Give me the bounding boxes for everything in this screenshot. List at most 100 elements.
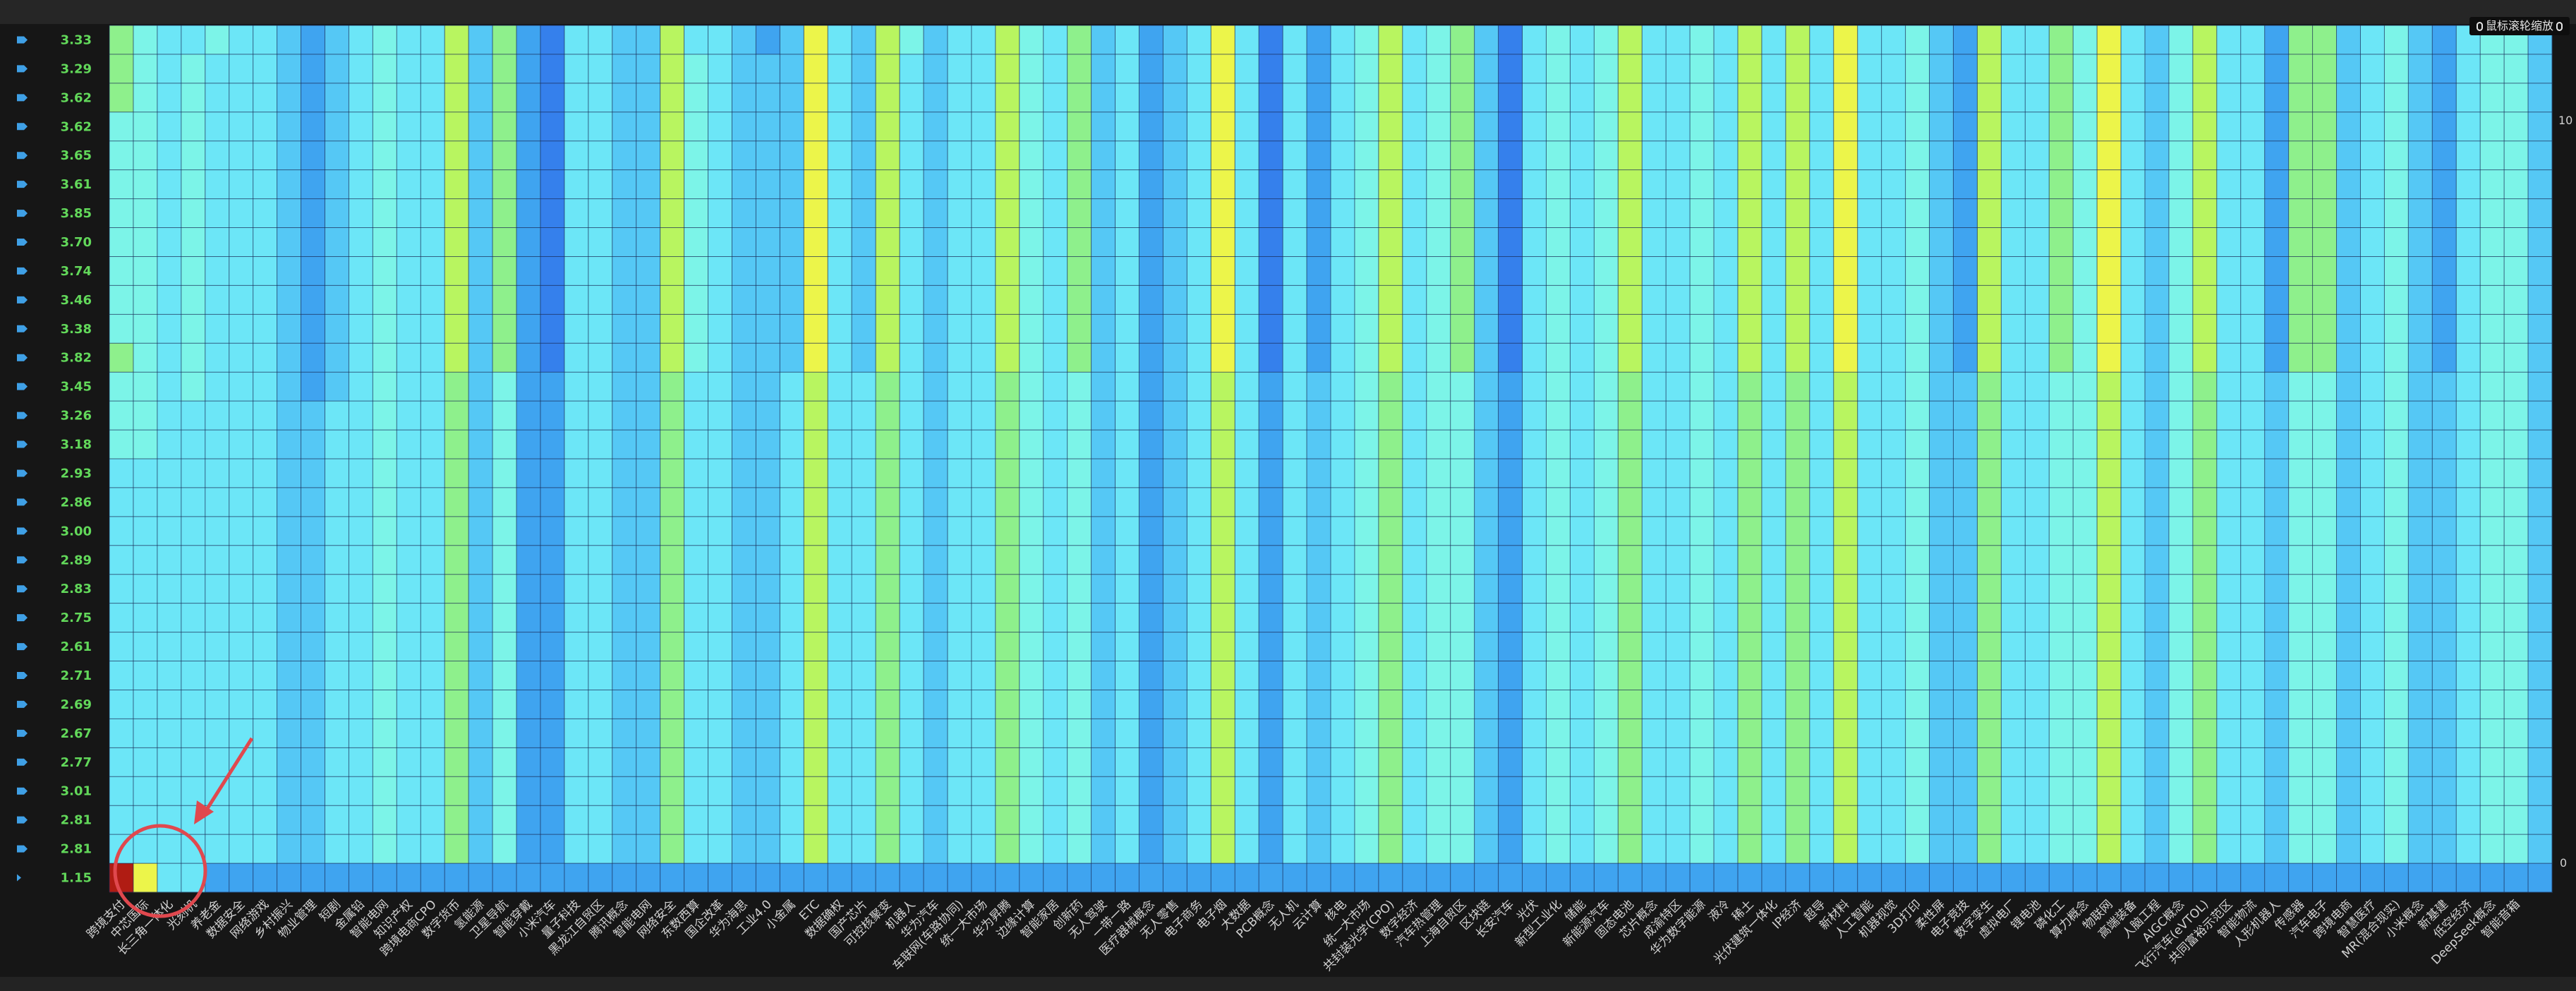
heatmap-cell[interactable]: [1594, 25, 1619, 55]
heatmap-cell[interactable]: [205, 256, 230, 286]
heatmap-cell[interactable]: [971, 372, 996, 402]
heatmap-cell[interactable]: [2312, 661, 2337, 690]
heatmap-cell[interactable]: [325, 285, 349, 315]
heatmap-cell[interactable]: [181, 401, 206, 431]
heatmap-cell[interactable]: [2121, 516, 2146, 546]
heatmap-cell[interactable]: [2049, 314, 2074, 344]
heatmap-cell[interactable]: [1067, 863, 1092, 893]
heatmap-cell[interactable]: [1259, 401, 1283, 431]
heatmap-cell[interactable]: [2264, 690, 2290, 719]
heatmap-cell[interactable]: [1809, 401, 1834, 431]
heatmap-cell[interactable]: [924, 401, 948, 431]
heatmap-cell[interactable]: [708, 805, 732, 835]
heatmap-cell[interactable]: [1522, 54, 1547, 84]
heatmap-cell[interactable]: [2408, 719, 2433, 748]
heatmap-cell[interactable]: [588, 430, 613, 460]
heatmap-cell[interactable]: [1714, 112, 1739, 142]
heatmap-cell[interactable]: [2264, 487, 2290, 517]
heatmap-cell[interactable]: [1666, 661, 1691, 690]
heatmap-cell[interactable]: [1761, 805, 1786, 835]
heatmap-cell[interactable]: [2216, 834, 2242, 864]
heatmap-cell[interactable]: [1785, 285, 1810, 315]
heatmap-cell[interactable]: [1738, 516, 1762, 546]
heatmap-cell[interactable]: [612, 603, 637, 632]
heatmap-cell[interactable]: [373, 747, 397, 777]
heatmap-cell[interactable]: [1259, 198, 1283, 228]
heatmap-cell[interactable]: [636, 169, 661, 199]
heatmap-cell[interactable]: [516, 401, 541, 431]
heatmap-cell[interactable]: [181, 545, 206, 575]
heatmap-cell[interactable]: [1426, 256, 1451, 286]
heatmap-cell[interactable]: [2336, 256, 2361, 286]
heatmap-cell[interactable]: [1091, 516, 1115, 546]
heatmap-cell[interactable]: [1953, 574, 1978, 604]
heatmap-cell[interactable]: [2288, 169, 2313, 199]
heatmap-cell[interactable]: [1690, 459, 1715, 488]
heatmap-cell[interactable]: [1905, 285, 1930, 315]
heatmap-cell[interactable]: [540, 459, 565, 488]
heatmap-cell[interactable]: [1163, 430, 1187, 460]
heatmap-cell[interactable]: [2408, 661, 2433, 690]
heatmap-cell[interactable]: [1833, 516, 1858, 546]
heatmap-cell[interactable]: [1474, 198, 1499, 228]
heatmap-cell[interactable]: [900, 863, 924, 893]
heatmap-cell[interactable]: [2025, 516, 2050, 546]
heatmap-cell[interactable]: [828, 430, 852, 460]
tag-icon[interactable]: [17, 267, 28, 275]
heatmap-cell[interactable]: [2480, 603, 2505, 632]
heatmap-cell[interactable]: [445, 632, 469, 661]
heatmap-cell[interactable]: [1785, 314, 1810, 344]
heatmap-cell[interactable]: [2480, 169, 2505, 199]
heatmap-cell[interactable]: [2097, 661, 2122, 690]
heatmap-cell[interactable]: [995, 863, 1020, 893]
heatmap-cell[interactable]: [2384, 430, 2409, 460]
heatmap-cell[interactable]: [205, 863, 230, 893]
heatmap-cell[interactable]: [1642, 805, 1667, 835]
heatmap-cell[interactable]: [900, 227, 924, 257]
heatmap-cell[interactable]: [636, 227, 661, 257]
heatmap-cell[interactable]: [2097, 487, 2122, 517]
heatmap-cell[interactable]: [876, 401, 900, 431]
heatmap-cell[interactable]: [2168, 487, 2194, 517]
heatmap-cell[interactable]: [1570, 54, 1595, 84]
heatmap-cell[interactable]: [1402, 632, 1427, 661]
heatmap-cell[interactable]: [971, 776, 996, 806]
heatmap-cell[interactable]: [1307, 54, 1331, 84]
heatmap-cell[interactable]: [1331, 285, 1355, 315]
heatmap-cell[interactable]: [2121, 112, 2146, 142]
heatmap-cell[interactable]: [1929, 863, 1954, 893]
heatmap-cell[interactable]: [325, 372, 349, 402]
heatmap-cell[interactable]: [684, 747, 708, 777]
heatmap-cell[interactable]: [2432, 140, 2457, 171]
heatmap-cell[interactable]: [1953, 661, 1978, 690]
heatmap-cell[interactable]: [1785, 661, 1810, 690]
heatmap-cell[interactable]: [1354, 285, 1379, 315]
heatmap-cell[interactable]: [1690, 661, 1715, 690]
heatmap-cell[interactable]: [636, 25, 661, 55]
heatmap-cell[interactable]: [564, 285, 589, 315]
heatmap-cell[interactable]: [2264, 545, 2290, 575]
heatmap-cell[interactable]: [2264, 430, 2290, 460]
heatmap-cell[interactable]: [1450, 83, 1475, 113]
heatmap-cell[interactable]: [540, 834, 565, 864]
heatmap-cell[interactable]: [1498, 198, 1523, 228]
heatmap-cell[interactable]: [2336, 863, 2361, 893]
heatmap-cell[interactable]: [540, 545, 565, 575]
heatmap-cell[interactable]: [947, 112, 972, 142]
heatmap-cell[interactable]: [1857, 314, 1882, 344]
heatmap-cell[interactable]: [2480, 112, 2505, 142]
heatmap-cell[interactable]: [684, 83, 708, 113]
heatmap-cell[interactable]: [2336, 285, 2361, 315]
heatmap-cell[interactable]: [157, 25, 182, 55]
heatmap-cell[interactable]: [2001, 719, 2026, 748]
heatmap-cell[interactable]: [2145, 343, 2170, 373]
heatmap-cell[interactable]: [2360, 574, 2385, 604]
heatmap-cell[interactable]: [1019, 863, 1044, 893]
heatmap-cell[interactable]: [1498, 603, 1523, 632]
heatmap-cell[interactable]: [1594, 459, 1619, 488]
heatmap-cell[interactable]: [2025, 805, 2050, 835]
heatmap-cell[interactable]: [2336, 401, 2361, 431]
heatmap-cell[interactable]: [852, 169, 876, 199]
heatmap-cell[interactable]: [947, 256, 972, 286]
heatmap-cell[interactable]: [1522, 227, 1547, 257]
